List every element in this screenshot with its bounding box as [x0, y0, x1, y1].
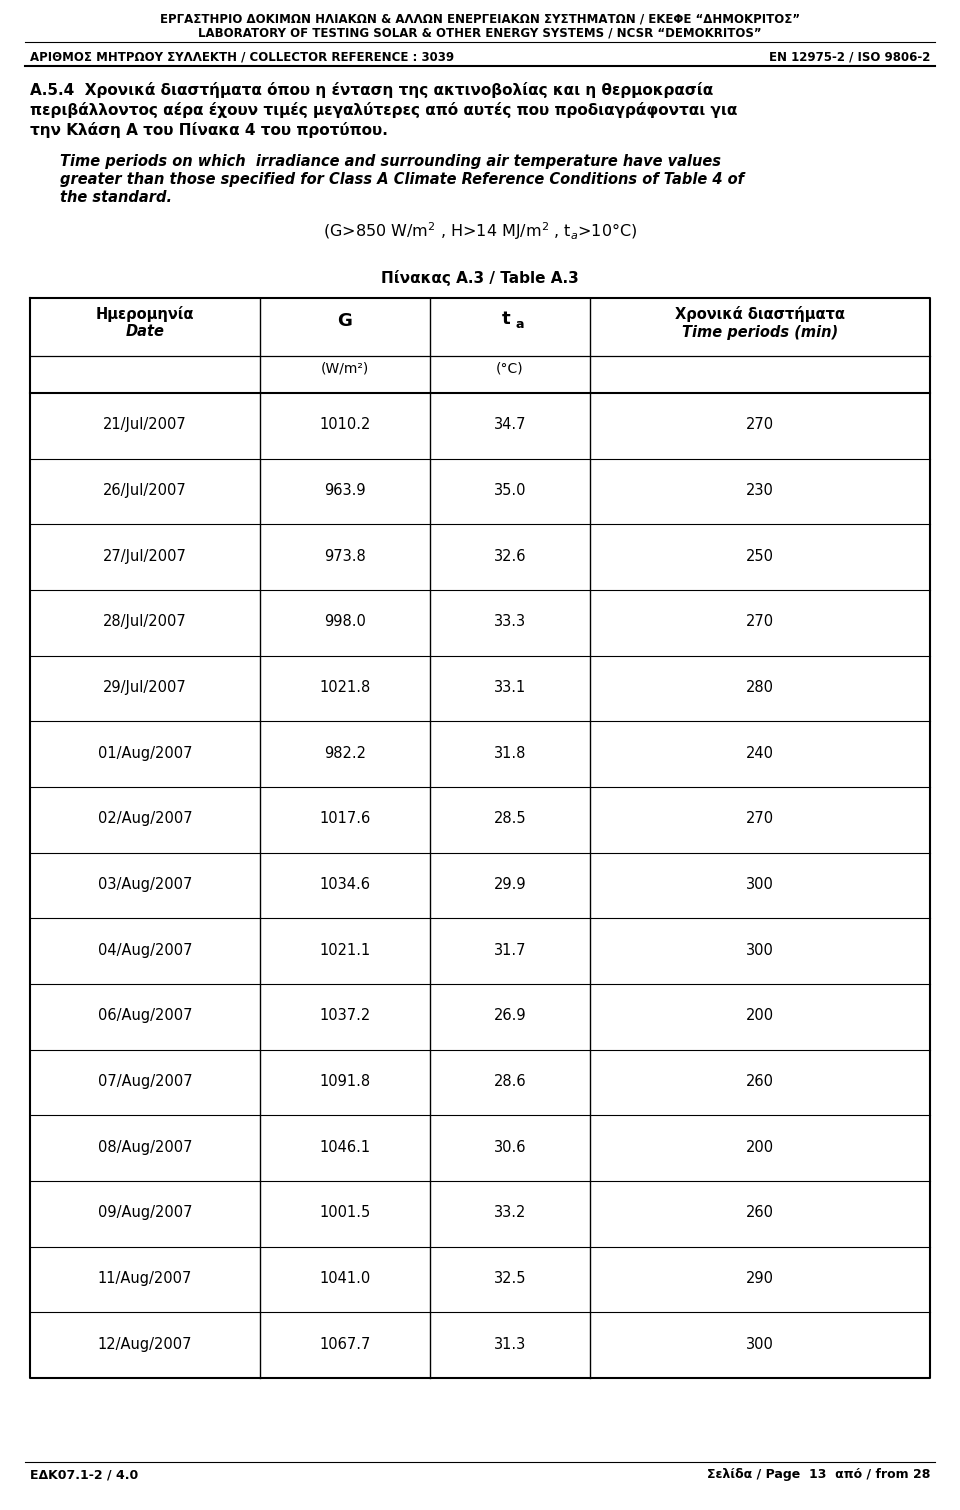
Text: περιβάλλοντος αέρα έχουν τιμές μεγαλύτερες από αυτές που προδιαγράφονται για: περιβάλλοντος αέρα έχουν τιμές μεγαλύτερ…	[30, 103, 737, 118]
Text: 32.6: 32.6	[493, 548, 526, 563]
Text: 1091.8: 1091.8	[320, 1074, 371, 1089]
Text: 01/Aug/2007: 01/Aug/2007	[98, 746, 192, 761]
Text: 300: 300	[746, 942, 774, 957]
Text: 28.6: 28.6	[493, 1074, 526, 1089]
Text: 240: 240	[746, 746, 774, 761]
Text: Πίνακας Α.3 / Table Α.3: Πίνακας Α.3 / Table Α.3	[381, 270, 579, 285]
Text: 11/Aug/2007: 11/Aug/2007	[98, 1271, 192, 1287]
Text: 08/Aug/2007: 08/Aug/2007	[98, 1140, 192, 1155]
Text: 33.2: 33.2	[493, 1205, 526, 1220]
Text: EN 12975-2 / ISO 9806-2: EN 12975-2 / ISO 9806-2	[769, 50, 930, 63]
Text: a: a	[516, 319, 524, 331]
Text: Α.5.4  Χρονικά διαστήματα όπου η ένταση της ακτινοβολίας και η θερμοκρασία: Α.5.4 Χρονικά διαστήματα όπου η ένταση τ…	[30, 82, 713, 98]
Text: 300: 300	[746, 877, 774, 892]
Text: (W/m²): (W/m²)	[321, 362, 370, 376]
Text: 260: 260	[746, 1205, 774, 1220]
Text: 1034.6: 1034.6	[320, 877, 371, 892]
Text: Ημερομηνία: Ημερομηνία	[96, 307, 194, 322]
Text: 270: 270	[746, 615, 774, 630]
Text: t: t	[502, 310, 511, 328]
Text: 300: 300	[746, 1336, 774, 1351]
Text: 270: 270	[746, 811, 774, 826]
Text: 973.8: 973.8	[324, 548, 366, 563]
Text: Time periods on which  irradiance and surrounding air temperature have values: Time periods on which irradiance and sur…	[60, 154, 721, 169]
Text: 1017.6: 1017.6	[320, 811, 371, 826]
Text: ΕΡΓΑΣΤΗΡΙΟ ΔΟΚΙΜΩΝ ΗΛΙΑΚΩΝ & ΑΛΛΩΝ ΕΝΕΡΓΕΙΑΚΩΝ ΣΥΣΤΗΜΑΤΩΝ / ΕΚΕΦΕ “ΔΗΜΟΚΡΙΤΟΣ”: ΕΡΓΑΣΤΗΡΙΟ ΔΟΚΙΜΩΝ ΗΛΙΑΚΩΝ & ΑΛΛΩΝ ΕΝΕΡΓ…	[160, 12, 800, 26]
Text: 26.9: 26.9	[493, 1009, 526, 1024]
Text: 1001.5: 1001.5	[320, 1205, 371, 1220]
Text: 27/Jul/2007: 27/Jul/2007	[103, 548, 187, 563]
Text: 270: 270	[746, 417, 774, 432]
Text: Time periods (min): Time periods (min)	[682, 325, 838, 340]
Text: 1067.7: 1067.7	[320, 1336, 371, 1351]
Text: 250: 250	[746, 548, 774, 563]
Text: 998.0: 998.0	[324, 615, 366, 630]
Text: 29/Jul/2007: 29/Jul/2007	[103, 680, 187, 695]
Text: Χρονικά διαστήματα: Χρονικά διαστήματα	[675, 307, 845, 322]
Text: 1046.1: 1046.1	[320, 1140, 371, 1155]
Text: 33.3: 33.3	[494, 615, 526, 630]
Text: 31.3: 31.3	[493, 1336, 526, 1351]
Text: 09/Aug/2007: 09/Aug/2007	[98, 1205, 192, 1220]
Text: 1037.2: 1037.2	[320, 1009, 371, 1024]
Text: 30.6: 30.6	[493, 1140, 526, 1155]
Text: 04/Aug/2007: 04/Aug/2007	[98, 942, 192, 957]
Text: 21/Jul/2007: 21/Jul/2007	[103, 417, 187, 432]
Text: 07/Aug/2007: 07/Aug/2007	[98, 1074, 192, 1089]
Text: ΕΔΚ07.1-2 / 4.0: ΕΔΚ07.1-2 / 4.0	[30, 1468, 138, 1481]
Text: greater than those specified for Class A Climate Reference Conditions of Table 4: greater than those specified for Class A…	[60, 172, 744, 187]
Text: 260: 260	[746, 1074, 774, 1089]
Text: (G>850 W/m$^2$ , H>14 MJ/m$^2$ , t$_a$>10°C): (G>850 W/m$^2$ , H>14 MJ/m$^2$ , t$_a$>1…	[323, 220, 637, 242]
Text: 230: 230	[746, 483, 774, 498]
Text: 28.5: 28.5	[493, 811, 526, 826]
Text: 33.1: 33.1	[493, 680, 526, 695]
Text: 26/Jul/2007: 26/Jul/2007	[103, 483, 187, 498]
Text: 35.0: 35.0	[493, 483, 526, 498]
Text: 1021.1: 1021.1	[320, 942, 371, 957]
Text: 200: 200	[746, 1009, 774, 1024]
Text: the standard.: the standard.	[60, 190, 172, 205]
Text: 02/Aug/2007: 02/Aug/2007	[98, 811, 192, 826]
Text: Date: Date	[126, 325, 164, 340]
Text: 982.2: 982.2	[324, 746, 366, 761]
Text: την Κλάση Α του Πίνακα 4 του προτύπου.: την Κλάση Α του Πίνακα 4 του προτύπου.	[30, 122, 388, 137]
Text: 280: 280	[746, 680, 774, 695]
Text: 290: 290	[746, 1271, 774, 1287]
Text: 31.7: 31.7	[493, 942, 526, 957]
Text: Σελίδα / Page  13  από / from 28: Σελίδα / Page 13 από / from 28	[707, 1468, 930, 1481]
Text: 1021.8: 1021.8	[320, 680, 371, 695]
Text: 03/Aug/2007: 03/Aug/2007	[98, 877, 192, 892]
Text: 31.8: 31.8	[493, 746, 526, 761]
Text: 29.9: 29.9	[493, 877, 526, 892]
Text: G: G	[338, 313, 352, 331]
Text: 200: 200	[746, 1140, 774, 1155]
Text: LABORATORY OF TESTING SOLAR & OTHER ENERGY SYSTEMS / NCSR “DEMOKRITOS”: LABORATORY OF TESTING SOLAR & OTHER ENER…	[198, 26, 762, 39]
Text: ΑΡΙΘΜΟΣ ΜΗΤΡΩΟΥ ΣΥΛΛΕΚΤΗ / COLLECTOR REFERENCE : 3039: ΑΡΙΘΜΟΣ ΜΗΤΡΩΟΥ ΣΥΛΛΕΚΤΗ / COLLECTOR REF…	[30, 50, 454, 63]
Text: 12/Aug/2007: 12/Aug/2007	[98, 1336, 192, 1351]
Text: 32.5: 32.5	[493, 1271, 526, 1287]
Text: (°C): (°C)	[496, 362, 524, 376]
Text: 28/Jul/2007: 28/Jul/2007	[103, 615, 187, 630]
Text: 1010.2: 1010.2	[320, 417, 371, 432]
Text: 963.9: 963.9	[324, 483, 366, 498]
Text: 1041.0: 1041.0	[320, 1271, 371, 1287]
Text: 34.7: 34.7	[493, 417, 526, 432]
Text: 06/Aug/2007: 06/Aug/2007	[98, 1009, 192, 1024]
